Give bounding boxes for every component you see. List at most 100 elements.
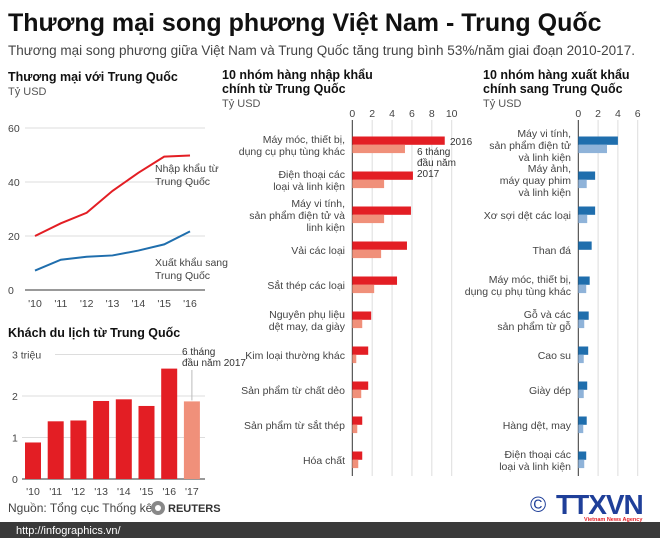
legend-2017: đầu năm: [417, 157, 456, 169]
category-label: và linh kiện: [518, 152, 571, 164]
source-note: Nguồn: Tổng cục Thống kê: [8, 501, 153, 515]
ttxvn-tagline: Vietnam News Agency: [584, 517, 643, 523]
x-tick-label: '17: [185, 486, 199, 498]
category-label: Điện thoại các: [504, 449, 571, 461]
chart-title: 10 nhóm hàng xuất khẩu: [483, 68, 630, 82]
y-tick-label: 1: [12, 433, 18, 445]
x-tick-label: '14: [117, 486, 131, 498]
bar: [578, 241, 592, 250]
x-tick-label: 10: [446, 108, 458, 120]
series-label: Trung Quốc: [155, 176, 210, 188]
page-title: Thương mại song phương Việt Nam - Trung …: [8, 9, 602, 37]
bar: [352, 451, 363, 460]
y-tick-label: 0: [8, 285, 14, 297]
tourist-chart-title: Khách du lịch từ Trung Quốc: [8, 326, 180, 340]
category-label: sản phẩm điện tử: [489, 140, 571, 152]
reuters-logo-text: REUTERS: [168, 503, 221, 515]
bar: [352, 319, 363, 329]
series-label: Nhập khẩu từ: [155, 163, 219, 175]
category-label: Xơ sợi dệt các loại: [484, 210, 571, 222]
x-tick-label: 2: [595, 108, 601, 120]
bar: [352, 171, 413, 180]
bar: [352, 346, 369, 355]
x-tick-label: '10: [26, 486, 40, 498]
category-label: Cao su: [538, 350, 571, 362]
bar: [352, 214, 385, 224]
bar: [70, 420, 87, 479]
category-label: dệt may, da giày: [269, 321, 346, 333]
x-tick-label: '15: [157, 298, 171, 310]
category-label: dụng cụ phụ tùng khác: [239, 146, 345, 158]
trade-line-chart: Thương mại với Trung Quốc Tỷ USD 0 20 40 60…: [8, 70, 228, 310]
category-label: Điện thoại các: [278, 169, 345, 181]
category-label: Sản phẩm từ sắt thép: [244, 419, 345, 432]
x-tick-label: '12: [80, 298, 94, 310]
category-label: Giày dép: [529, 385, 571, 397]
category-label: Hóa chất: [303, 455, 345, 467]
x-tick-label: 2: [369, 108, 375, 120]
x-tick-label: 4: [615, 108, 621, 120]
bar: [578, 416, 587, 425]
bar: [352, 136, 445, 145]
x-tick-label: '14: [131, 298, 145, 310]
series-label: Xuất khẩu sang: [155, 257, 228, 269]
category-label: dụng cụ phụ tùng khác: [465, 286, 571, 298]
series-label: Trung Quốc: [155, 270, 210, 282]
x-tick-label: '13: [94, 486, 108, 498]
category-label: Nguyên phụ liệu: [269, 309, 345, 321]
x-tick-label: '13: [106, 298, 120, 310]
bar: [578, 354, 584, 364]
category-label: Kim loại thường khác: [245, 350, 345, 362]
bar: [578, 214, 588, 224]
legend-2017: 6 tháng: [417, 147, 450, 158]
category-label: Hàng dệt, may: [503, 420, 572, 432]
footer-bar: [0, 522, 660, 538]
x-tick-label: '16: [183, 298, 197, 310]
x-tick-label: 0: [349, 108, 355, 120]
y-tick-label: 60: [8, 123, 20, 135]
line-chart-unit: Tỷ USD: [8, 86, 47, 98]
category-label: loại và linh kiện: [273, 181, 345, 193]
bar: [352, 389, 362, 399]
x-tick-label: 0: [575, 108, 581, 120]
reuters-logo: REUTERS: [151, 501, 221, 515]
bar: [578, 276, 590, 285]
category-label: sản phẩm từ gỗ: [497, 320, 571, 333]
bar: [352, 311, 372, 320]
import-chart-unit: Tỷ USD: [222, 98, 261, 110]
bar: [25, 442, 41, 479]
chart-title: chính từ Trung Quốc: [222, 82, 346, 96]
chart-title: 10 nhóm hàng nhập khẩu: [222, 68, 373, 82]
x-tick-label: '15: [140, 486, 154, 498]
category-label: linh kiện: [306, 222, 345, 234]
bar: [352, 284, 375, 294]
line-chart-title: Thương mại với Trung Quốc: [8, 70, 178, 84]
bar: [578, 319, 585, 329]
bar: [578, 381, 588, 390]
bar: [352, 354, 357, 364]
bar: [93, 400, 110, 479]
bar: [352, 249, 382, 259]
tourist-bar-chart: Khách du lịch từ Trung Quốc 0 1 2 3 triệu '1…: [8, 326, 246, 498]
category-label: Gỗ và các: [524, 308, 571, 321]
x-tick-label: 8: [429, 108, 435, 120]
x-tick-label: '12: [72, 486, 86, 498]
y-tick-label: 3 triệu: [12, 350, 41, 362]
ttxvn-logo: © TTXVN Vietnam News Agency: [530, 489, 644, 523]
category-label: máy quay phim: [500, 175, 571, 187]
category-label: Máy móc, thiết bị,: [263, 134, 345, 146]
footer-url[interactable]: http://infographics.vn/: [16, 525, 122, 537]
category-label: Máy vi tính,: [517, 128, 571, 140]
category-label: và linh kiện: [518, 187, 571, 199]
x-tick-label: '16: [162, 486, 176, 498]
bar: [352, 144, 405, 154]
category-label: Máy móc, thiết bị,: [489, 274, 571, 286]
bar: [161, 368, 178, 479]
ttxvn-logo-text: TTXVN: [556, 489, 643, 520]
reuters-logo-dot: [155, 505, 161, 511]
annotation-text: đầu năm 2017: [182, 357, 246, 369]
x-tick-label: '11: [49, 486, 62, 498]
